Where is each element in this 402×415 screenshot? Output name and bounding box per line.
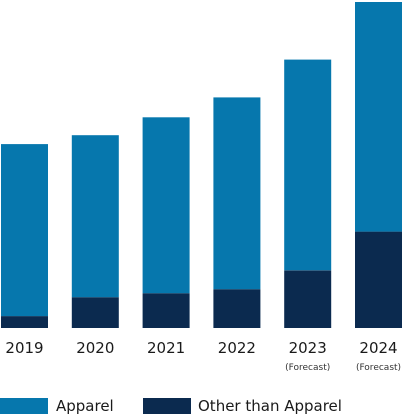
- x-tick-label-2024: 2024: [359, 339, 397, 357]
- bar-apparel-2022: [213, 97, 261, 290]
- legend-item-other-than-apparel: Other than Apparel: [143, 397, 342, 415]
- legend-swatch-other-than-apparel: [143, 398, 191, 414]
- x-tick-label-2019: 2019: [5, 339, 43, 357]
- bar-apparel-2023: [284, 59, 332, 271]
- legend-item-apparel: Apparel: [0, 397, 114, 415]
- legend-label-apparel: Apparel: [56, 397, 114, 415]
- x-tick-label-2023: 2023: [289, 339, 327, 357]
- x-tick-note-2023: (Forecast): [285, 363, 330, 373]
- x-tick-label-2020: 2020: [76, 339, 114, 357]
- legend: Apparel Other than Apparel: [0, 397, 342, 415]
- legend-swatch-apparel: [0, 398, 48, 414]
- x-tick-label-2022: 2022: [218, 339, 256, 357]
- bar-other-than-apparel-2022: [213, 289, 261, 328]
- bar-other-than-apparel-2019: [1, 316, 48, 328]
- bar-apparel-2021: [142, 117, 190, 294]
- x-tick-note-2024: (Forecast): [356, 363, 401, 373]
- legend-label-other-than-apparel: Other than Apparel: [198, 397, 342, 415]
- bar-other-than-apparel-2020: [71, 297, 119, 328]
- x-tick-label-2021: 2021: [147, 339, 185, 357]
- bar-apparel-2019: [1, 144, 48, 317]
- bar-apparel-2024: [355, 2, 402, 232]
- x-axis-tick-labels: 2019 2020 2021 2022 2023 (Forecast) 2024 (Forec…: [5, 339, 401, 373]
- bar-other-than-apparel-2021: [142, 293, 190, 328]
- bar-other-than-apparel-2024: [355, 231, 402, 328]
- bar-apparel-2020: [71, 135, 119, 298]
- bars-layer: [1, 2, 402, 328]
- bar-other-than-apparel-2023: [284, 270, 332, 328]
